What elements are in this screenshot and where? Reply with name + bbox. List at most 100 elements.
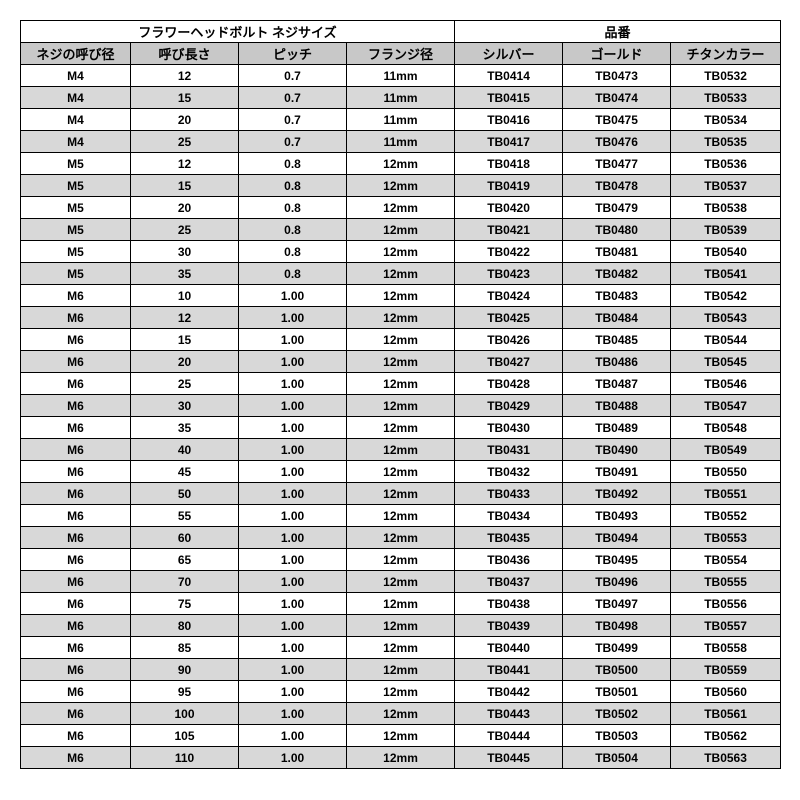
table-cell: TB0424 bbox=[455, 285, 563, 307]
table-cell: 12mm bbox=[347, 725, 455, 747]
table-cell: TB0556 bbox=[671, 593, 781, 615]
table-cell: TB0419 bbox=[455, 175, 563, 197]
table-cell: TB0543 bbox=[671, 307, 781, 329]
table-cell: 12mm bbox=[347, 439, 455, 461]
table-cell: TB0481 bbox=[563, 241, 671, 263]
table-cell: 12mm bbox=[347, 329, 455, 351]
table-row: M6701.0012mmTB0437TB0496TB0555 bbox=[21, 571, 781, 593]
table-cell: TB0499 bbox=[563, 637, 671, 659]
column-header: ピッチ bbox=[239, 43, 347, 65]
table-cell: 0.7 bbox=[239, 65, 347, 87]
table-cell: TB0502 bbox=[563, 703, 671, 725]
table-row: M5250.812mmTB0421TB0480TB0539 bbox=[21, 219, 781, 241]
table-cell: 1.00 bbox=[239, 307, 347, 329]
table-cell: 1.00 bbox=[239, 615, 347, 637]
column-header: チタンカラー bbox=[671, 43, 781, 65]
table-cell: TB0442 bbox=[455, 681, 563, 703]
table-cell: M6 bbox=[21, 571, 131, 593]
table-cell: TB0540 bbox=[671, 241, 781, 263]
table-cell: M6 bbox=[21, 615, 131, 637]
table-cell: 12mm bbox=[347, 153, 455, 175]
table-cell: TB0428 bbox=[455, 373, 563, 395]
table-cell: 12mm bbox=[347, 527, 455, 549]
table-cell: 0.8 bbox=[239, 175, 347, 197]
table-cell: 0.7 bbox=[239, 87, 347, 109]
table-cell: 15 bbox=[131, 329, 239, 351]
table-cell: M6 bbox=[21, 329, 131, 351]
table-cell: TB0440 bbox=[455, 637, 563, 659]
table-cell: TB0537 bbox=[671, 175, 781, 197]
table-cell: 40 bbox=[131, 439, 239, 461]
table-cell: 12mm bbox=[347, 197, 455, 219]
table-cell: TB0485 bbox=[563, 329, 671, 351]
table-cell: M5 bbox=[21, 175, 131, 197]
table-cell: M6 bbox=[21, 681, 131, 703]
table-cell: TB0546 bbox=[671, 373, 781, 395]
table-cell: M6 bbox=[21, 285, 131, 307]
table-cell: M6 bbox=[21, 637, 131, 659]
table-cell: 11mm bbox=[347, 131, 455, 153]
table-cell: 12mm bbox=[347, 659, 455, 681]
table-cell: TB0444 bbox=[455, 725, 563, 747]
table-cell: M4 bbox=[21, 109, 131, 131]
table-row: M4200.711mmTB0416TB0475TB0534 bbox=[21, 109, 781, 131]
table-cell: TB0500 bbox=[563, 659, 671, 681]
table-cell: 12mm bbox=[347, 175, 455, 197]
table-row: M5300.812mmTB0422TB0481TB0540 bbox=[21, 241, 781, 263]
table-row: M6501.0012mmTB0433TB0492TB0551 bbox=[21, 483, 781, 505]
table-cell: 85 bbox=[131, 637, 239, 659]
table-cell: TB0431 bbox=[455, 439, 563, 461]
table-cell: TB0533 bbox=[671, 87, 781, 109]
table-cell: TB0561 bbox=[671, 703, 781, 725]
table-cell: M5 bbox=[21, 263, 131, 285]
table-cell: TB0426 bbox=[455, 329, 563, 351]
table-cell: TB0483 bbox=[563, 285, 671, 307]
table-cell: 20 bbox=[131, 197, 239, 219]
table-cell: TB0425 bbox=[455, 307, 563, 329]
table-row: M61001.0012mmTB0443TB0502TB0561 bbox=[21, 703, 781, 725]
table-cell: TB0563 bbox=[671, 747, 781, 769]
table-cell: 1.00 bbox=[239, 351, 347, 373]
table-cell: 1.00 bbox=[239, 725, 347, 747]
table-cell: 12 bbox=[131, 153, 239, 175]
table-cell: 45 bbox=[131, 461, 239, 483]
table-cell: TB0439 bbox=[455, 615, 563, 637]
table-cell: TB0488 bbox=[563, 395, 671, 417]
table-row: M6751.0012mmTB0438TB0497TB0556 bbox=[21, 593, 781, 615]
table-cell: M6 bbox=[21, 461, 131, 483]
table-cell: TB0504 bbox=[563, 747, 671, 769]
table-cell: 35 bbox=[131, 417, 239, 439]
table-row: M6901.0012mmTB0441TB0500TB0559 bbox=[21, 659, 781, 681]
table-cell: TB0552 bbox=[671, 505, 781, 527]
table-cell: M6 bbox=[21, 483, 131, 505]
table-cell: 20 bbox=[131, 109, 239, 131]
table-cell: 12mm bbox=[347, 351, 455, 373]
table-cell: TB0491 bbox=[563, 461, 671, 483]
table-cell: 95 bbox=[131, 681, 239, 703]
table-row: M6551.0012mmTB0434TB0493TB0552 bbox=[21, 505, 781, 527]
table-cell: TB0558 bbox=[671, 637, 781, 659]
table-cell: TB0434 bbox=[455, 505, 563, 527]
table-cell: TB0490 bbox=[563, 439, 671, 461]
table-cell: 12 bbox=[131, 307, 239, 329]
table-cell: M6 bbox=[21, 395, 131, 417]
table-cell: 1.00 bbox=[239, 703, 347, 725]
column-header: ネジの呼び径 bbox=[21, 43, 131, 65]
table-cell: TB0486 bbox=[563, 351, 671, 373]
table-cell: 0.8 bbox=[239, 153, 347, 175]
table-cell: TB0429 bbox=[455, 395, 563, 417]
group-header: フラワーヘッドボルト ネジサイズ bbox=[21, 21, 455, 43]
table-cell: 90 bbox=[131, 659, 239, 681]
table-cell: 30 bbox=[131, 395, 239, 417]
table-cell: 1.00 bbox=[239, 483, 347, 505]
table-cell: 1.00 bbox=[239, 571, 347, 593]
table-cell: TB0534 bbox=[671, 109, 781, 131]
table-cell: 12mm bbox=[347, 373, 455, 395]
table-cell: 1.00 bbox=[239, 395, 347, 417]
table-cell: M6 bbox=[21, 593, 131, 615]
table-cell: 1.00 bbox=[239, 527, 347, 549]
table-cell: TB0557 bbox=[671, 615, 781, 637]
table-cell: TB0418 bbox=[455, 153, 563, 175]
table-cell: 1.00 bbox=[239, 747, 347, 769]
column-header: ゴールド bbox=[563, 43, 671, 65]
